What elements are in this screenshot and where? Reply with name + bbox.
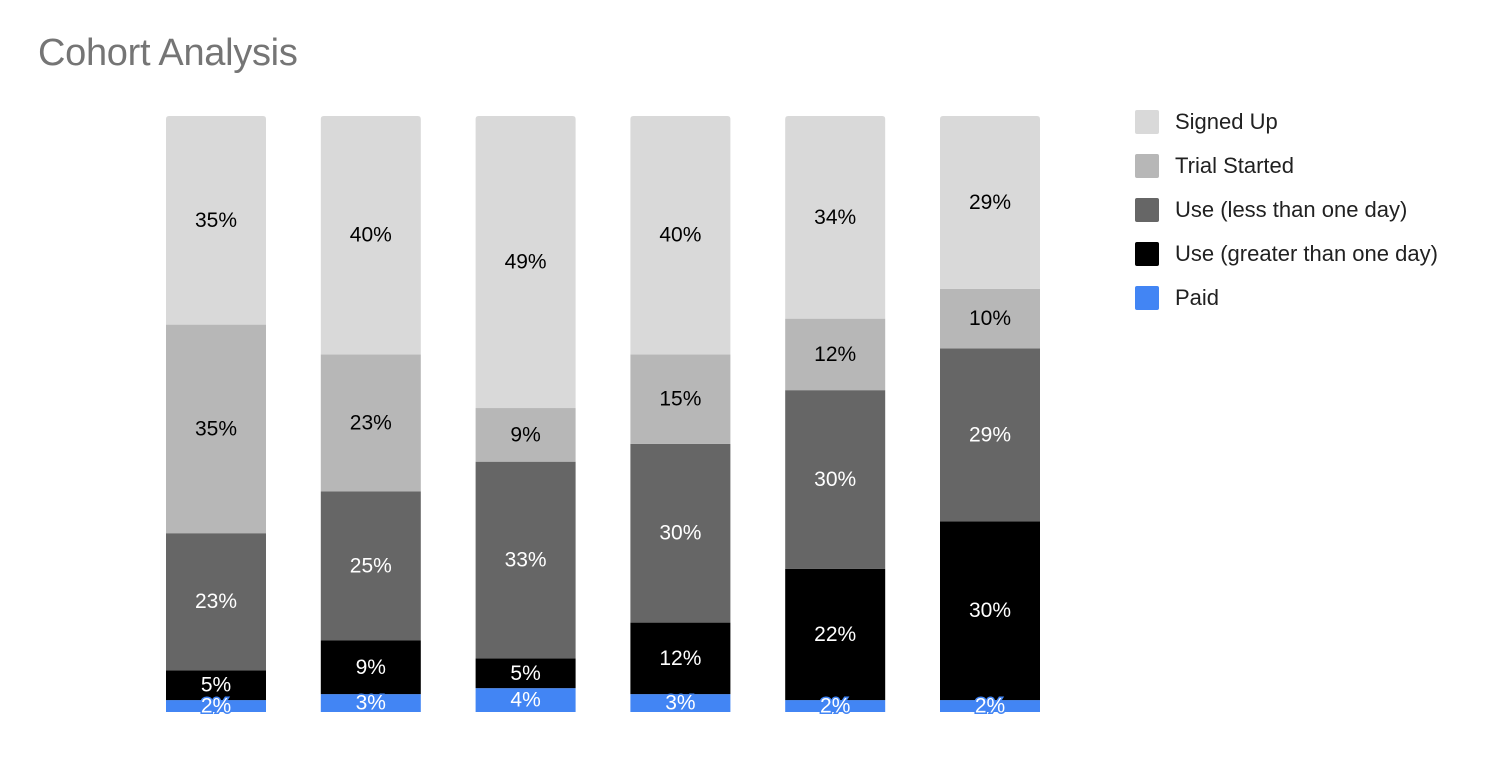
chart-legend: Signed Up Trial Started Use (less than one… <box>1135 100 1438 320</box>
legend-label: Paid <box>1175 285 1220 310</box>
data-label: 40% <box>350 224 392 247</box>
bar-segment <box>630 694 731 712</box>
data-label: 30% <box>969 599 1011 622</box>
data-label: 23% <box>195 590 237 613</box>
legend-swatch <box>1135 110 1159 134</box>
data-label: 29% <box>969 423 1011 446</box>
bar-segment <box>166 670 266 701</box>
data-label: 33% <box>505 549 547 572</box>
data-label: 30% <box>659 522 701 545</box>
data-label: 3% <box>356 692 386 715</box>
legend-item: Signed Up <box>1135 100 1438 144</box>
data-label: 12% <box>659 647 701 670</box>
data-label: 35% <box>195 209 237 232</box>
data-label: 40% <box>659 224 701 247</box>
bar-segment <box>940 521 1040 701</box>
bar-segment <box>320 491 421 641</box>
bar-segment <box>475 461 576 659</box>
legend-swatch <box>1135 242 1159 266</box>
bar-stack-3: 4% 5% 33% 9% 49% <box>475 116 576 713</box>
bar-segment <box>785 318 886 391</box>
bar-stack-2: 3% 9% 25% 23% 40% <box>320 116 421 716</box>
bar-segment <box>940 348 1040 522</box>
bar-segment <box>320 640 421 695</box>
bar-segment <box>166 700 266 712</box>
legend-swatch <box>1135 198 1159 222</box>
legend-swatch <box>1135 154 1159 178</box>
legend-label: Use (greater than one day) <box>1175 241 1438 266</box>
data-label: 49% <box>505 251 547 274</box>
data-label: 3% <box>665 692 695 715</box>
bar-segment <box>475 658 576 689</box>
data-label: 23% <box>350 411 392 434</box>
bar-stack-5: 2% 22% 30% 12% 34% <box>785 116 886 719</box>
data-label: 22% <box>814 623 856 646</box>
legend-item: Use (greater than one day) <box>1135 232 1438 276</box>
bar-segment <box>630 354 731 444</box>
bar-stack-4: 3% 12% 30% 15% 40% <box>630 116 731 716</box>
bar-segment <box>475 688 576 712</box>
bar-segment <box>785 116 886 319</box>
data-label: 25% <box>350 554 392 577</box>
bar-segment <box>166 533 266 671</box>
bar-segment <box>630 116 731 355</box>
legend-swatch <box>1135 286 1159 310</box>
legend-label: Signed Up <box>1175 109 1278 134</box>
bar-segment <box>785 390 886 569</box>
bar-segment <box>166 116 266 325</box>
legend-item: Paid <box>1135 276 1438 320</box>
data-label: 29% <box>969 191 1011 214</box>
bar-segment <box>630 622 731 695</box>
bar-stack-1: 2%5% 23% 35% 35% <box>166 116 266 719</box>
data-label: 9% <box>510 423 540 446</box>
legend-item: Trial Started <box>1135 144 1438 188</box>
data-label: 35% <box>195 417 237 440</box>
bar-segment <box>785 700 886 712</box>
legend-item: Use (less than one day) <box>1135 188 1438 232</box>
bar-stack-6: 2% 30% 29% 10% 29% <box>940 116 1040 719</box>
data-label: 12% <box>814 343 856 366</box>
bar-segment <box>320 694 421 712</box>
bar-segment <box>320 354 421 492</box>
data-label: 2% <box>975 695 1005 718</box>
bar-segment <box>940 700 1040 712</box>
chart-title: Cohort Analysis <box>38 32 298 74</box>
data-label: 15% <box>659 388 701 411</box>
data-label: 2% <box>201 695 231 718</box>
data-label: 2% <box>820 695 850 718</box>
bar-segment <box>320 116 421 355</box>
bar-segment <box>475 116 576 409</box>
legend-label: Use (less than one day) <box>1175 197 1408 222</box>
bar-segment <box>630 443 731 623</box>
data-label: 30% <box>814 468 856 491</box>
data-label: 5% <box>201 674 231 697</box>
data-label: 9% <box>356 656 386 679</box>
data-label: 10% <box>969 307 1011 330</box>
bar-segment <box>166 324 266 534</box>
bar-segment <box>475 408 576 462</box>
bar-segment <box>940 116 1040 289</box>
legend-label: Trial Started <box>1175 153 1295 178</box>
data-label: 4% <box>510 689 540 712</box>
data-label: 34% <box>814 206 856 229</box>
data-label: 5% <box>510 662 540 685</box>
bar-segment <box>785 568 886 701</box>
bar-segment <box>940 288 1040 349</box>
